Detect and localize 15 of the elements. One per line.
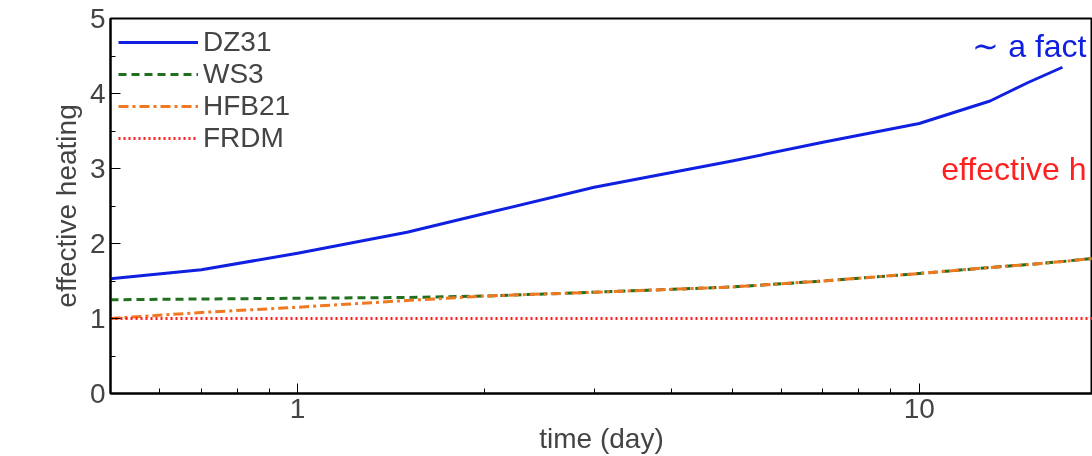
y-tick-label: 1 bbox=[89, 303, 106, 334]
x-axis-title: time (day) bbox=[539, 422, 664, 454]
annotation: ∼ a fact bbox=[972, 27, 1087, 64]
legend-label: WS3 bbox=[203, 58, 264, 90]
legend-label: HFB21 bbox=[203, 90, 291, 122]
y-axis-title: effective heating bbox=[50, 104, 82, 308]
legend-label: FRDM bbox=[203, 122, 284, 154]
y-tick-label: 3 bbox=[89, 153, 106, 184]
x-tick-label: 10 bbox=[903, 392, 935, 424]
y-tick-label: 4 bbox=[89, 78, 106, 109]
legend-label: DZ31 bbox=[203, 26, 272, 58]
y-tick-label: 0 bbox=[89, 378, 106, 409]
y-tick-label: 2 bbox=[89, 228, 106, 259]
y-tick-label: 5 bbox=[89, 3, 106, 34]
annotation: effective h bbox=[941, 151, 1087, 188]
